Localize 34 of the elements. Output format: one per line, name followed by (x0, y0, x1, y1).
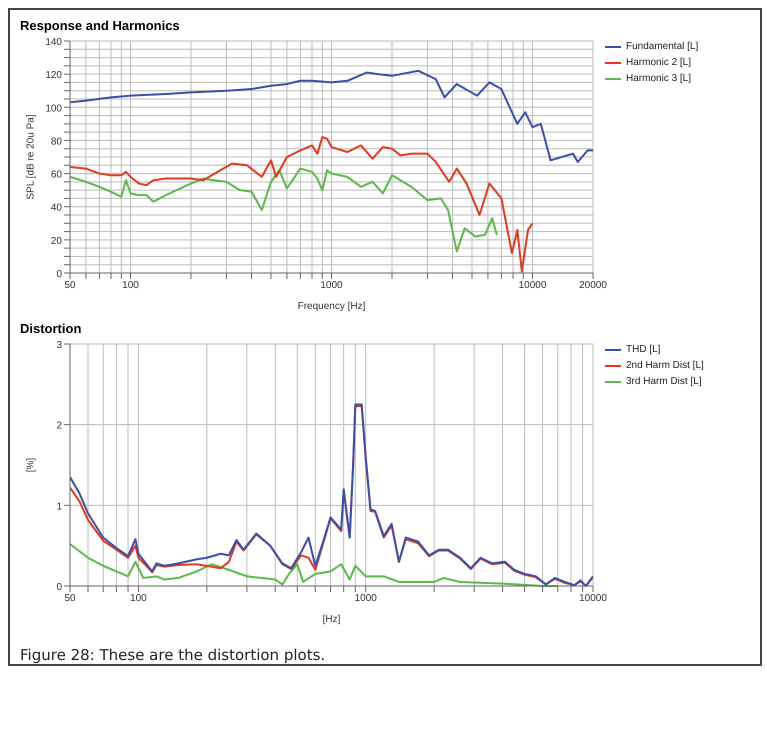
y-tick-label: 120 (45, 70, 62, 82)
y-tick-label: 3 (56, 340, 62, 351)
x-tick-label: 50 (64, 593, 76, 604)
legend-label: Fundamental [L] (626, 41, 698, 52)
y-axis-title: [%] (26, 458, 37, 472)
x-tick-label: 10000 (518, 280, 547, 292)
y-tick-label: 20 (50, 236, 62, 247)
y-tick-label: 60 (50, 170, 62, 181)
x-tick-label: 1000 (354, 593, 378, 604)
x-axis-title: Frequency [Hz] (298, 301, 366, 312)
x-tick-label: 1000 (320, 280, 344, 292)
legend-label: Harmonic 2 [L] (626, 57, 692, 68)
caption: Figure 28: These are the distortion plots. (20, 646, 326, 664)
y-tick-label: 0 (56, 582, 62, 593)
y-axis-title: SPL [dB re 20u Pa] (26, 114, 37, 200)
y-tick-label: 0 (56, 269, 62, 280)
chart-title: Distortion (20, 321, 82, 336)
y-tick-label: 80 (50, 136, 62, 148)
legend-label: THD [L] (626, 344, 660, 355)
legend-label: Harmonic 3 [L] (626, 73, 692, 84)
legend-label: 3rd Harm Dist [L] (626, 376, 702, 387)
y-tick-label: 40 (50, 202, 62, 214)
y-tick-label: 1 (56, 501, 62, 512)
x-tick-label: 50 (64, 280, 76, 292)
x-tick-label: 20000 (579, 280, 608, 292)
x-axis-title: [Hz] (322, 614, 341, 625)
y-tick-label: 140 (45, 37, 62, 48)
chart-title: Response and Harmonics (20, 18, 181, 33)
x-tick-label: 100 (130, 593, 148, 604)
y-tick-label: 2 (56, 420, 62, 432)
x-tick-label: 10000 (579, 593, 608, 604)
y-tick-label: 100 (45, 103, 62, 114)
x-tick-label: 100 (122, 280, 140, 292)
legend-label: 2nd Harm Dist [L] (626, 360, 704, 371)
